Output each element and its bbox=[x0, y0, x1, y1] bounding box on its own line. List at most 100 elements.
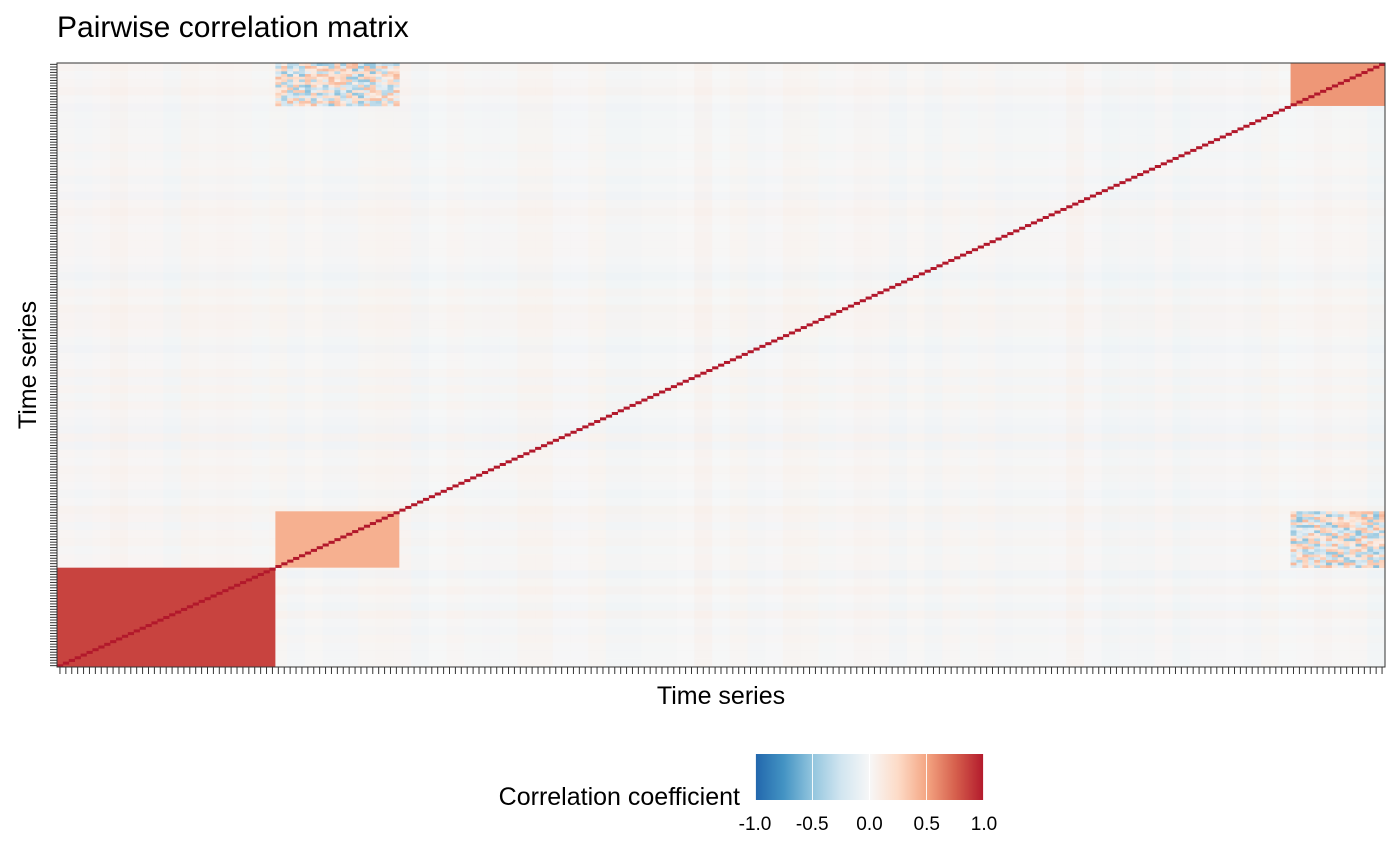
heatmap-offdiag-cell bbox=[328, 68, 335, 72]
heatmap-noise-row bbox=[57, 393, 1385, 402]
heatmap-offdiag-cell bbox=[358, 79, 365, 83]
heatmap-offdiag-cell bbox=[1308, 540, 1315, 544]
heatmap-diagonal-cell bbox=[92, 648, 99, 652]
heatmap-offdiag-cell bbox=[358, 97, 365, 101]
heatmap-offdiag-cell bbox=[387, 73, 394, 77]
heatmap-offdiag-cell bbox=[340, 71, 347, 75]
heatmap-offdiag-cell bbox=[1325, 564, 1333, 568]
heatmap-diagonal-cell bbox=[729, 358, 737, 362]
heatmap-offdiag-cell bbox=[340, 87, 347, 91]
heatmap-diagonal-cell bbox=[1048, 213, 1055, 217]
heatmap-noise-column bbox=[1137, 63, 1155, 667]
heatmap-offdiag-cell bbox=[287, 76, 294, 80]
heatmap-offdiag-cell bbox=[1373, 519, 1380, 523]
heatmap-diagonal-cell bbox=[157, 618, 164, 622]
heatmap-offdiag-cell bbox=[1361, 540, 1368, 544]
heatmap-offdiag-cell bbox=[1320, 538, 1327, 542]
heatmap-noise-row bbox=[57, 570, 1385, 579]
heatmap-offdiag-cell bbox=[293, 76, 300, 80]
heatmap-offdiag-cell bbox=[322, 63, 329, 66]
heatmap-offdiag-cell bbox=[1349, 516, 1356, 520]
heatmap-offdiag-cell bbox=[346, 103, 353, 107]
heatmap-offdiag-cell bbox=[1296, 524, 1303, 528]
heatmap-offdiag-cell bbox=[304, 100, 312, 104]
heatmap-offdiag-cell bbox=[334, 68, 341, 72]
heatmap-diagonal-cell bbox=[605, 414, 613, 418]
heatmap-offdiag-cell bbox=[375, 87, 382, 91]
heatmap-diagonal-cell bbox=[1001, 234, 1008, 238]
heatmap-offdiag-cell bbox=[293, 84, 300, 88]
heatmap-diagonal-cell bbox=[434, 492, 441, 496]
heatmap-offdiag-cell bbox=[287, 89, 294, 93]
heatmap-offdiag-cell bbox=[1379, 548, 1386, 552]
heatmap-noise-column bbox=[818, 63, 837, 667]
heatmap-offdiag-cell bbox=[1349, 524, 1356, 528]
heatmap-noise-row bbox=[57, 320, 1385, 329]
heatmap-diagonal-cell bbox=[304, 551, 312, 555]
heatmap-offdiag-cell bbox=[1314, 527, 1321, 531]
heatmap-offdiag-cell bbox=[1361, 513, 1368, 517]
heatmap-offdiag-cell bbox=[393, 103, 400, 107]
heatmap-offdiag-cell bbox=[281, 63, 288, 66]
heatmap-diagonal-cell bbox=[600, 417, 607, 421]
heatmap-noise-column bbox=[623, 63, 642, 667]
heatmap-offdiag-cell bbox=[352, 71, 359, 75]
heatmap-offdiag-cell bbox=[293, 92, 300, 96]
heatmap-noise-column bbox=[464, 63, 482, 667]
heatmap-diagonal-cell bbox=[381, 516, 388, 520]
heatmap-offdiag-cell bbox=[334, 79, 341, 83]
heatmap-offdiag-cell bbox=[1290, 556, 1297, 560]
heatmap-offdiag-cell bbox=[1343, 522, 1350, 526]
heatmap-diagonal-cell bbox=[517, 454, 524, 458]
heatmap-noise-row bbox=[57, 199, 1385, 208]
heatmap-offdiag-cell bbox=[1361, 562, 1368, 566]
heatmap-offdiag-cell bbox=[1343, 519, 1350, 523]
heatmap-diagonal-cell bbox=[570, 430, 577, 434]
heatmap-offdiag-cell bbox=[381, 103, 388, 107]
heatmap-diagonal-cell bbox=[1007, 232, 1014, 236]
heatmap-diagonal-cell bbox=[1113, 183, 1120, 187]
heatmap-offdiag-cell bbox=[346, 63, 353, 66]
heatmap-offdiag-cell bbox=[322, 92, 329, 96]
heatmap-offdiag-cell bbox=[381, 84, 388, 88]
heatmap-offdiag-cell bbox=[281, 68, 288, 72]
heatmap-offdiag-cell bbox=[1361, 548, 1368, 552]
heatmap-offdiag-cell bbox=[1343, 540, 1350, 544]
heatmap-offdiag-cell bbox=[310, 84, 317, 88]
heatmap-offdiag-cell bbox=[1325, 546, 1333, 550]
heatmap-offdiag-cell bbox=[1320, 559, 1327, 563]
heatmap-offdiag-cell bbox=[334, 103, 341, 107]
heatmap-offdiag-cell bbox=[1314, 564, 1321, 568]
heatmap-offdiag-cell bbox=[310, 65, 317, 69]
heatmap-offdiag-cell bbox=[369, 73, 377, 77]
heatmap-diagonal-cell bbox=[564, 433, 571, 437]
heatmap-offdiag-cell bbox=[1379, 524, 1386, 528]
heatmap-offdiag-cell bbox=[363, 76, 371, 80]
heatmap-offdiag-cell bbox=[369, 65, 377, 69]
heatmap-offdiag-cell bbox=[1296, 519, 1303, 523]
heatmap-offdiag-cell bbox=[375, 79, 382, 83]
heatmap-offdiag-cell bbox=[358, 73, 365, 77]
heatmap-noise-column bbox=[924, 63, 943, 667]
heatmap-noise-row bbox=[57, 119, 1385, 128]
heatmap-offdiag-cell bbox=[1361, 535, 1368, 539]
heatmap-offdiag-cell bbox=[387, 92, 394, 96]
heatmap-offdiag-cell bbox=[393, 76, 400, 80]
heatmap-diagonal-cell bbox=[1331, 84, 1339, 88]
heatmap-offdiag-cell bbox=[316, 92, 323, 96]
heatmap-offdiag-cell bbox=[1373, 527, 1380, 531]
heatmap-noise-row bbox=[57, 103, 1385, 112]
heatmap-offdiag-cell bbox=[393, 81, 400, 85]
heatmap-noise-column bbox=[1013, 63, 1031, 667]
heatmap-diagonal-cell bbox=[841, 307, 849, 311]
heatmap-noise-row bbox=[57, 642, 1385, 651]
heatmap-offdiag-cell bbox=[1355, 519, 1362, 523]
heatmap-offdiag-cell bbox=[1314, 551, 1321, 555]
y-axis-title: Time series bbox=[14, 300, 42, 430]
heatmap-offdiag-cell bbox=[375, 63, 382, 66]
heatmap-offdiag-cell bbox=[328, 65, 335, 69]
heatmap-offdiag-cell bbox=[1296, 556, 1303, 560]
heatmap-offdiag-cell bbox=[1302, 511, 1309, 515]
heatmap-offdiag-cell bbox=[352, 76, 359, 80]
heatmap-diagonal-cell bbox=[222, 589, 229, 593]
